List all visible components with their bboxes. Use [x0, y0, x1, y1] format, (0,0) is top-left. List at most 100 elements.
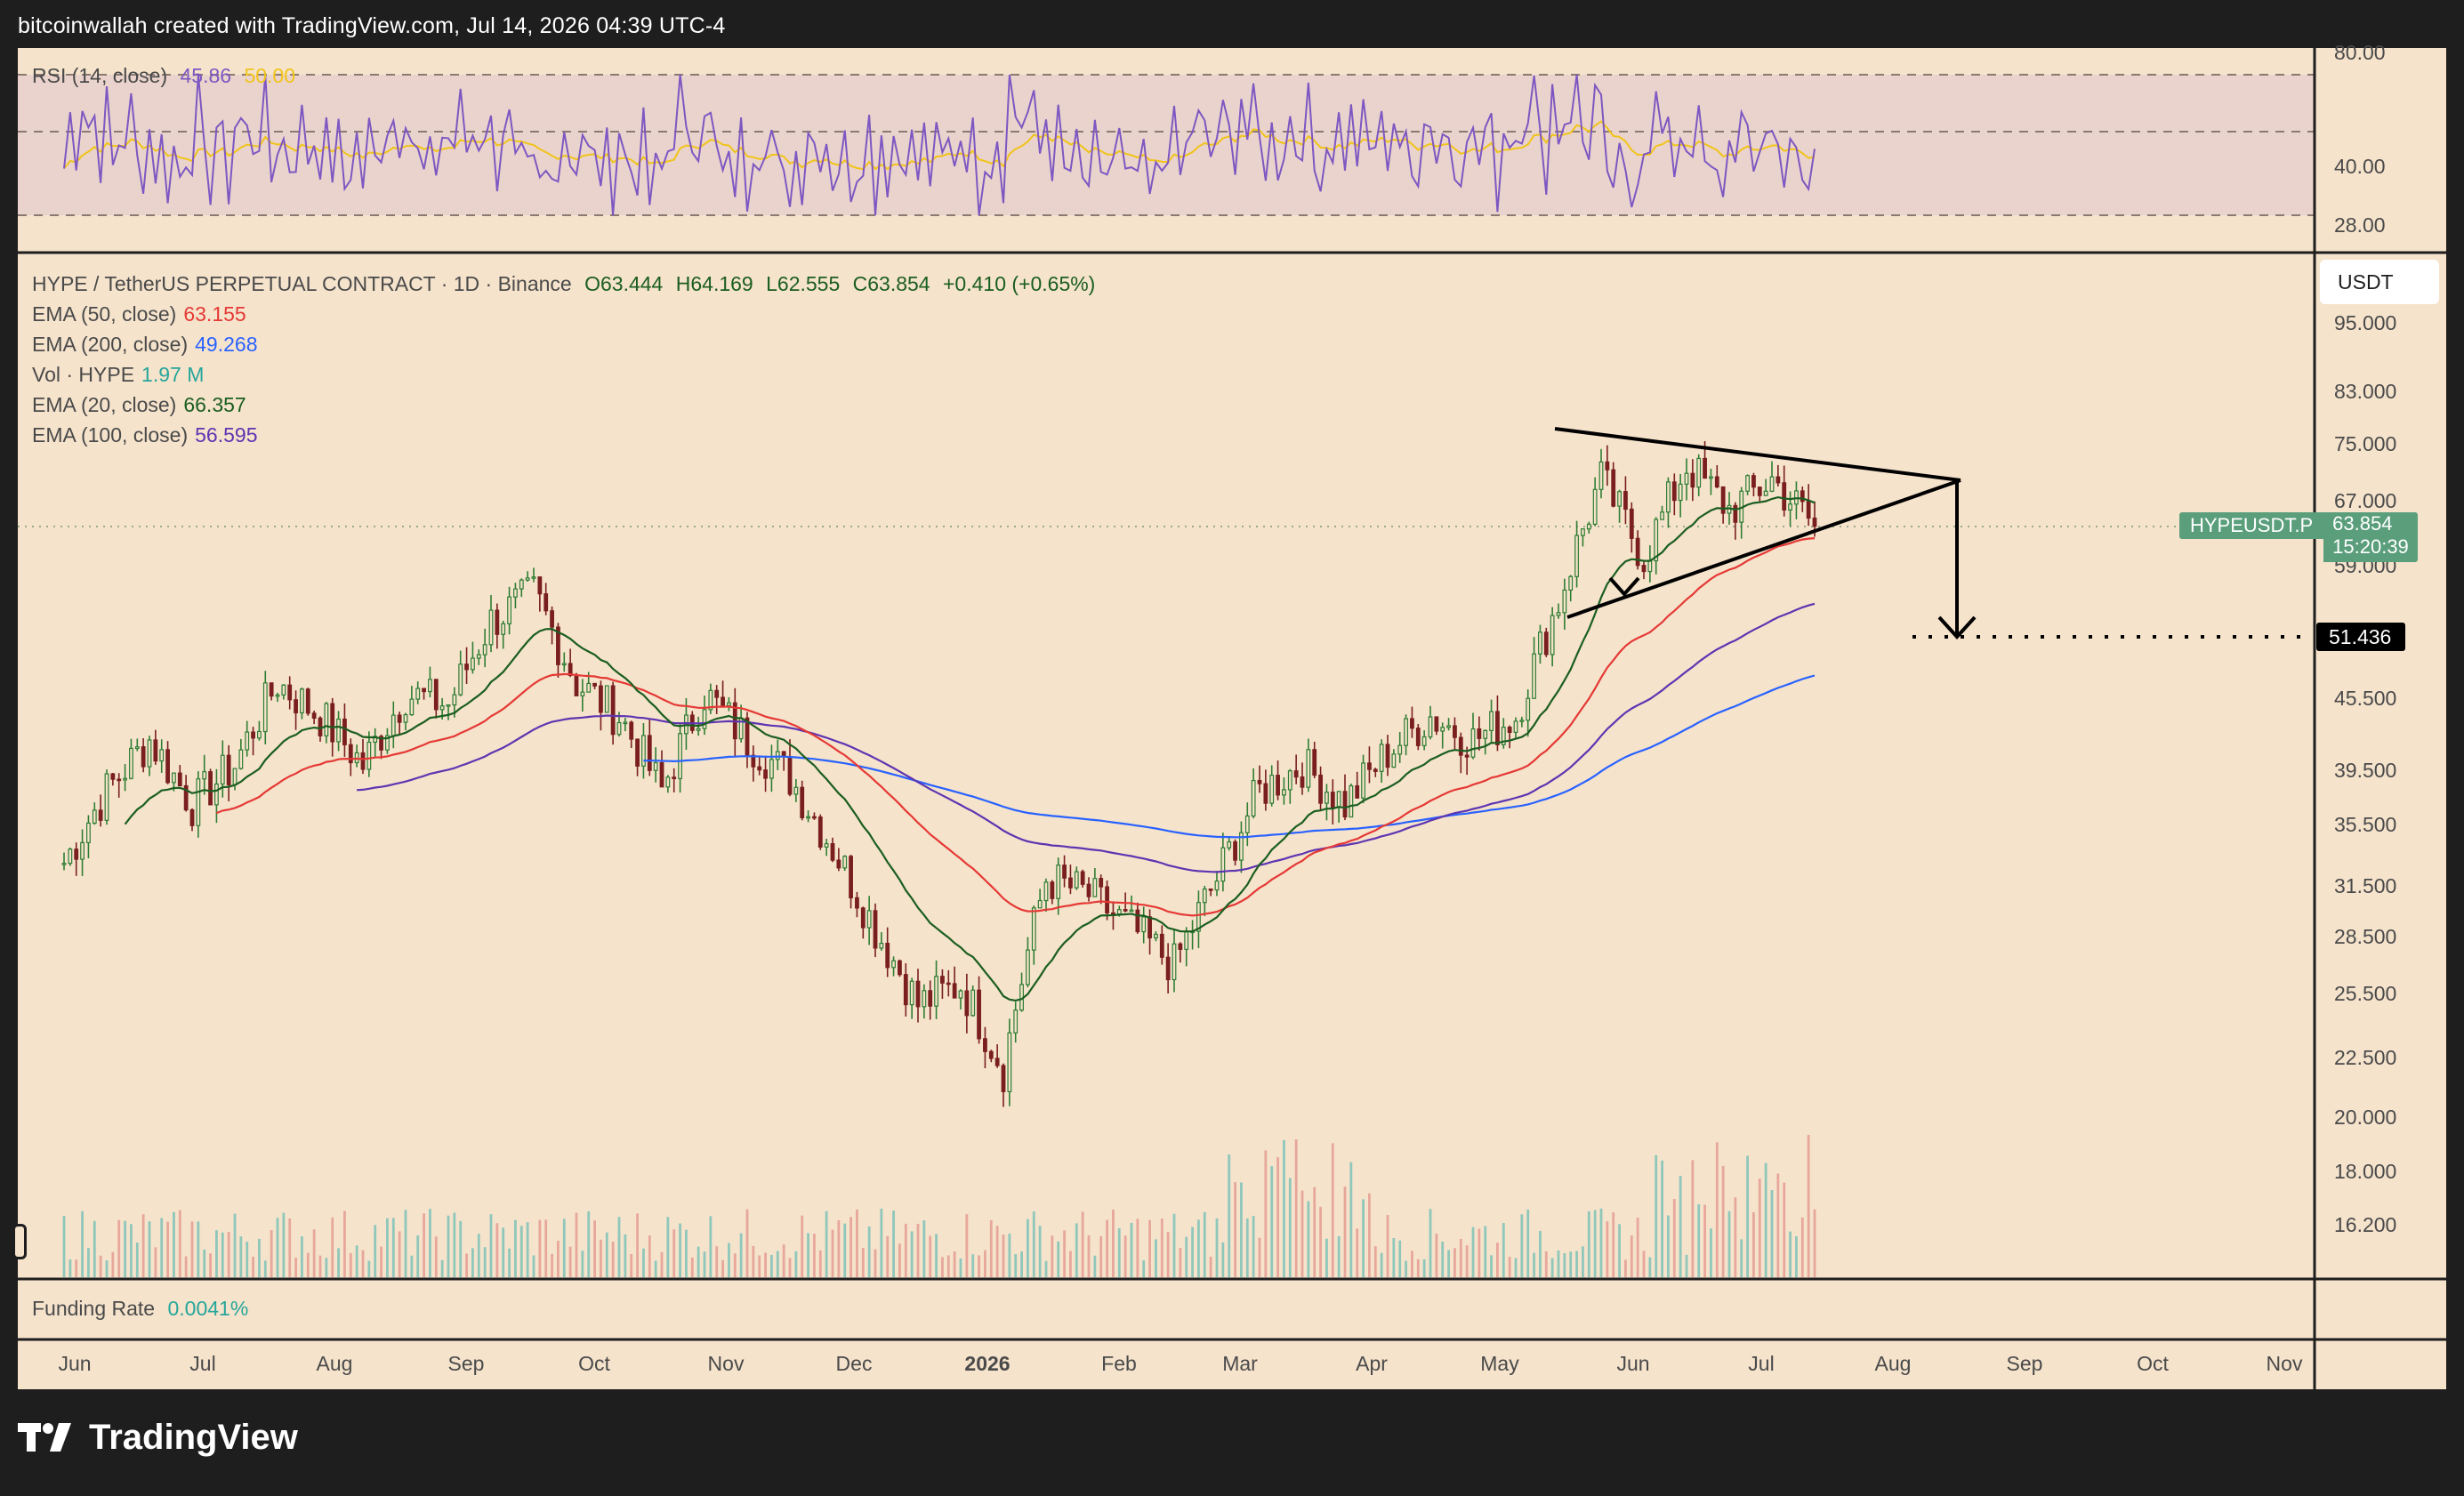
- candle-body[interactable]: [537, 576, 543, 595]
- candle-body[interactable]: [1080, 871, 1085, 885]
- candles[interactable]: [61, 440, 1817, 1107]
- candle-body[interactable]: [1592, 488, 1598, 525]
- candle-body[interactable]: [1233, 840, 1237, 861]
- candle-body[interactable]: [1586, 523, 1591, 530]
- candle-body[interactable]: [226, 754, 231, 785]
- candle-body[interactable]: [647, 735, 652, 771]
- candle-body[interactable]: [415, 688, 421, 700]
- candle-body[interactable]: [1666, 481, 1671, 513]
- candle-body[interactable]: [988, 1050, 994, 1059]
- candle-body[interactable]: [1415, 728, 1421, 746]
- candle-body[interactable]: [1318, 774, 1323, 804]
- candle-body[interactable]: [1806, 501, 1811, 519]
- candle-body[interactable]: [159, 749, 165, 762]
- candle-body[interactable]: [1458, 736, 1463, 756]
- indicator-volume[interactable]: Vol · HYPE 1.97 M: [32, 359, 1095, 390]
- candle-body[interactable]: [1178, 943, 1183, 950]
- triangle-annotation[interactable]: [1554, 427, 2313, 639]
- candle-body[interactable]: [1361, 762, 1365, 799]
- candle-body[interactable]: [422, 688, 426, 693]
- candle-body[interactable]: [1404, 718, 1408, 746]
- candle-body[interactable]: [623, 721, 628, 725]
- candle-body[interactable]: [1154, 933, 1158, 939]
- candle-body[interactable]: [275, 694, 280, 697]
- candle-body[interactable]: [1769, 476, 1775, 492]
- triangle-upper-trendline[interactable]: [1554, 427, 1961, 482]
- candle-body[interactable]: [665, 776, 671, 788]
- candle-body[interactable]: [1269, 775, 1275, 804]
- candle-body[interactable]: [1428, 716, 1433, 738]
- candle-body[interactable]: [561, 663, 567, 666]
- candle-body[interactable]: [433, 679, 439, 711]
- candle-body[interactable]: [1159, 933, 1164, 958]
- candle-body[interactable]: [903, 974, 908, 1006]
- candle-body[interactable]: [1788, 503, 1792, 511]
- candle-body[interactable]: [958, 990, 963, 999]
- candle-body[interactable]: [1257, 779, 1262, 784]
- candle-body[interactable]: [1641, 565, 1647, 573]
- pane-handle-icon[interactable]: [12, 1224, 27, 1259]
- candle-body[interactable]: [61, 863, 67, 865]
- triangle-lower-trendline[interactable]: [1566, 479, 1961, 619]
- candle-body[interactable]: [147, 739, 152, 768]
- candle-body[interactable]: [1147, 916, 1152, 939]
- candle-body[interactable]: [172, 772, 176, 784]
- candle-body[interactable]: [1629, 508, 1634, 539]
- candle-body[interactable]: [1116, 909, 1122, 915]
- candle-body[interactable]: [970, 989, 976, 1017]
- candle-body[interactable]: [672, 776, 677, 780]
- candle-body[interactable]: [482, 644, 487, 656]
- candle-body[interactable]: [300, 688, 304, 714]
- candle-body[interactable]: [940, 976, 945, 984]
- candle-body[interactable]: [1720, 486, 1726, 514]
- breakdown-arrow-head[interactable]: [1937, 615, 1977, 639]
- candle-body[interactable]: [1446, 725, 1451, 728]
- candle-body[interactable]: [1782, 482, 1787, 511]
- candle-body[interactable]: [1489, 711, 1494, 731]
- candle-body[interactable]: [1611, 469, 1616, 507]
- candle-body[interactable]: [403, 713, 408, 723]
- candle-body[interactable]: [812, 816, 817, 819]
- candle-body[interactable]: [446, 704, 451, 707]
- candle-body[interactable]: [586, 682, 592, 693]
- candle-body[interactable]: [775, 751, 780, 760]
- candle-body[interactable]: [98, 809, 103, 821]
- candle-body[interactable]: [531, 576, 536, 579]
- candle-body[interactable]: [1123, 909, 1128, 912]
- candle-body[interactable]: [860, 907, 866, 929]
- candle-body[interactable]: [1581, 528, 1585, 536]
- pullback-arrow-head[interactable]: [1608, 576, 1640, 598]
- candle-body[interactable]: [110, 773, 116, 780]
- candle-body[interactable]: [495, 609, 500, 635]
- candle-body[interactable]: [104, 773, 109, 821]
- candle-body[interactable]: [409, 698, 415, 716]
- candle-body[interactable]: [287, 684, 293, 701]
- candle-body[interactable]: [891, 960, 896, 969]
- candle-body[interactable]: [458, 664, 463, 696]
- candle-body[interactable]: [885, 943, 890, 969]
- candle-body[interactable]: [1220, 847, 1226, 882]
- candle-body[interactable]: [769, 759, 774, 779]
- candle-body[interactable]: [1068, 877, 1073, 889]
- candle-body[interactable]: [898, 960, 902, 976]
- candle-body[interactable]: [251, 731, 255, 739]
- candle-body[interactable]: [391, 714, 396, 736]
- candle-body[interactable]: [1623, 491, 1628, 511]
- candle-body[interactable]: [1184, 931, 1189, 950]
- candle-body[interactable]: [1244, 815, 1250, 833]
- candle-body[interactable]: [1671, 481, 1677, 502]
- candle-body[interactable]: [1812, 517, 1817, 527]
- candle-body[interactable]: [635, 738, 640, 767]
- indicator-ema20[interactable]: EMA (20, close) 66.357: [32, 390, 1095, 420]
- candle-body[interactable]: [1513, 720, 1518, 734]
- candle-body[interactable]: [1690, 472, 1695, 488]
- candle-body[interactable]: [1654, 519, 1659, 562]
- candle-body[interactable]: [1214, 881, 1220, 891]
- candle-body[interactable]: [1251, 779, 1256, 817]
- candle-body[interactable]: [464, 664, 469, 671]
- candle-body[interactable]: [721, 696, 725, 706]
- candle-body[interactable]: [1086, 883, 1091, 897]
- candle-body[interactable]: [1050, 881, 1055, 899]
- candle-body[interactable]: [915, 980, 921, 1008]
- candle-body[interactable]: [1453, 725, 1457, 738]
